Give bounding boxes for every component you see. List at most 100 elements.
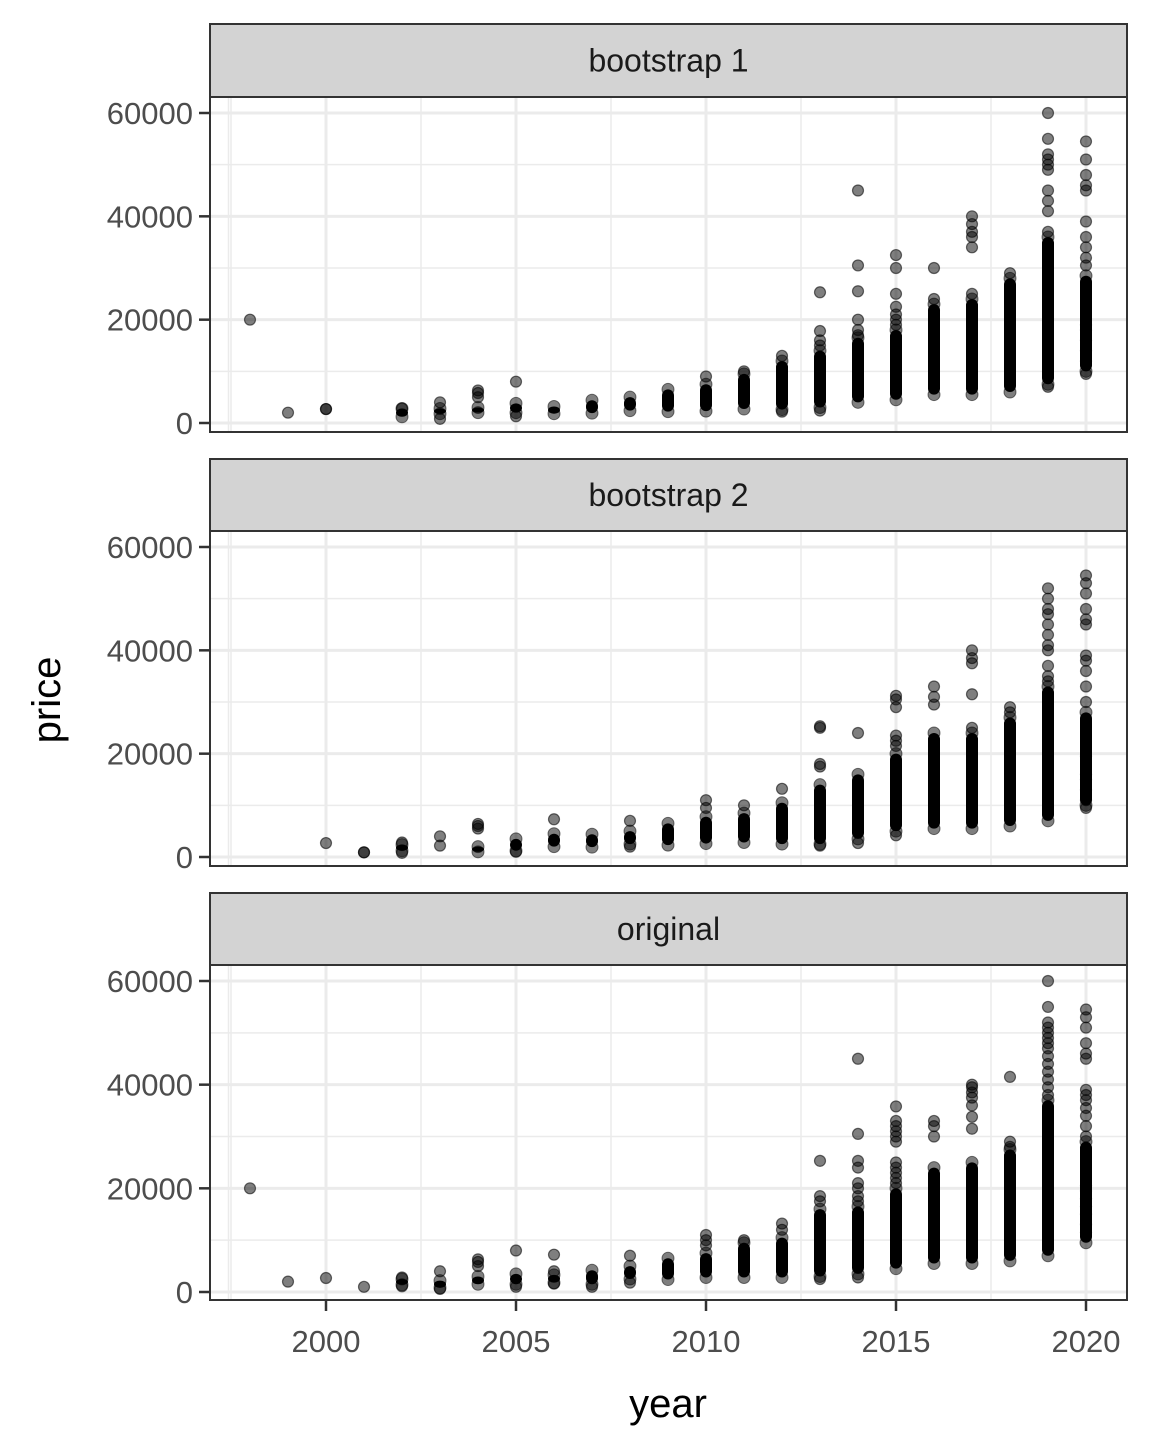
data-point bbox=[433, 1265, 447, 1278]
data-point bbox=[1079, 768, 1093, 781]
y-tick-label: 20000 bbox=[107, 737, 193, 772]
facet-panel-original: original 0 20000 40000 60000 bbox=[107, 892, 1128, 1310]
data-point bbox=[1041, 639, 1055, 652]
data-point bbox=[623, 840, 637, 853]
y-axis: 0 20000 40000 60000 bbox=[107, 530, 210, 875]
data-point bbox=[1041, 1000, 1055, 1014]
x-tick-label: 2005 bbox=[482, 1324, 551, 1359]
data-point bbox=[737, 1234, 751, 1247]
data-point bbox=[281, 1275, 295, 1288]
data-point bbox=[1079, 750, 1093, 763]
y-tick-label: 20000 bbox=[107, 1171, 193, 1206]
data-point bbox=[1041, 106, 1055, 120]
data-point bbox=[1079, 1218, 1093, 1231]
data-point bbox=[927, 690, 941, 703]
data-point bbox=[965, 1078, 979, 1091]
data-point bbox=[433, 830, 447, 843]
data-point bbox=[889, 300, 903, 313]
dense-point-cluster bbox=[548, 406, 560, 414]
data-point bbox=[1041, 659, 1055, 672]
data-point bbox=[1079, 664, 1093, 678]
facet-panel-bootstrap-1: bootstrap 1 0 20000 40000 60000 bbox=[107, 23, 1128, 441]
data-point bbox=[1079, 241, 1093, 254]
data-point bbox=[1079, 1037, 1093, 1050]
data-point bbox=[1041, 670, 1055, 683]
data-point bbox=[1079, 168, 1093, 182]
x-tick-label: 2020 bbox=[1052, 1324, 1121, 1359]
data-point bbox=[851, 259, 865, 272]
dense-point-cluster bbox=[472, 1276, 484, 1285]
data-point bbox=[1079, 783, 1093, 796]
facet-strip bbox=[209, 23, 1128, 98]
dense-point-cluster bbox=[738, 813, 750, 843]
data-point bbox=[699, 370, 713, 383]
data-point bbox=[623, 1249, 637, 1262]
data-point bbox=[1041, 974, 1055, 988]
data-point bbox=[243, 313, 257, 326]
data-point bbox=[813, 720, 827, 733]
dense-point-cluster bbox=[776, 802, 788, 845]
data-point bbox=[1003, 701, 1017, 714]
data-point bbox=[357, 1280, 371, 1293]
dense-point-cluster bbox=[1004, 717, 1016, 826]
data-point bbox=[1041, 380, 1055, 393]
dense-point-cluster bbox=[624, 1266, 636, 1280]
data-point bbox=[965, 210, 979, 223]
data-point bbox=[889, 1100, 903, 1113]
data-point bbox=[851, 285, 865, 298]
data-point bbox=[851, 726, 865, 740]
dense-point-cluster bbox=[966, 1162, 978, 1264]
dense-point-cluster bbox=[548, 833, 560, 847]
data-point bbox=[471, 384, 485, 397]
data-point bbox=[965, 644, 979, 657]
data-point bbox=[1079, 334, 1093, 347]
y-tick-label: 0 bbox=[176, 406, 193, 441]
data-point bbox=[813, 324, 827, 338]
dense-point-cluster bbox=[776, 361, 788, 410]
dense-point-cluster bbox=[662, 823, 674, 846]
data-point bbox=[1079, 135, 1093, 148]
data-point bbox=[965, 688, 979, 701]
data-point bbox=[1079, 1047, 1093, 1060]
data-point bbox=[547, 813, 561, 826]
data-point bbox=[1003, 1135, 1017, 1148]
panel-background bbox=[210, 965, 1127, 1300]
data-point bbox=[1041, 1016, 1055, 1029]
dense-point-cluster bbox=[586, 834, 598, 848]
data-point bbox=[965, 1110, 979, 1123]
y-tick-label: 20000 bbox=[107, 303, 193, 338]
dense-point-cluster bbox=[966, 733, 978, 829]
data-point bbox=[547, 1277, 561, 1290]
data-point bbox=[889, 829, 903, 842]
dense-point-cluster bbox=[586, 1270, 598, 1285]
data-point bbox=[395, 846, 409, 859]
data-point bbox=[813, 757, 827, 771]
data-point bbox=[1079, 1120, 1093, 1133]
y-tick-label: 0 bbox=[176, 1275, 193, 1310]
data-point bbox=[433, 1282, 447, 1295]
dense-point-cluster bbox=[814, 350, 826, 408]
data-point bbox=[1079, 1130, 1093, 1143]
data-point bbox=[889, 1114, 903, 1128]
data-point bbox=[851, 1177, 865, 1190]
dense-point-cluster bbox=[1042, 686, 1054, 821]
x-axis: 2000 2005 2010 2015 2020 bbox=[292, 1300, 1121, 1359]
dense-point-cluster bbox=[1004, 278, 1016, 392]
dense-point-cluster bbox=[700, 1253, 712, 1278]
data-point bbox=[1079, 1179, 1093, 1192]
x-axis-title: year bbox=[629, 1382, 707, 1426]
y-tick-label: 40000 bbox=[107, 1068, 193, 1103]
data-point bbox=[509, 1280, 523, 1293]
dense-point-cluster bbox=[814, 784, 826, 845]
facet-strip bbox=[209, 458, 1128, 532]
facet-strip-label: bootstrap 2 bbox=[588, 477, 748, 513]
data-point bbox=[965, 287, 979, 300]
data-point bbox=[319, 402, 333, 416]
facet-strip-label: original bbox=[617, 911, 720, 947]
data-point bbox=[1041, 184, 1055, 197]
data-point bbox=[585, 1280, 599, 1293]
facet-panels: bootstrap 1 0 20000 40000 60000 bootstrap 2 0 2… bbox=[107, 23, 1128, 1310]
data-point bbox=[1079, 569, 1093, 582]
data-point bbox=[927, 261, 941, 275]
data-point bbox=[813, 839, 827, 852]
